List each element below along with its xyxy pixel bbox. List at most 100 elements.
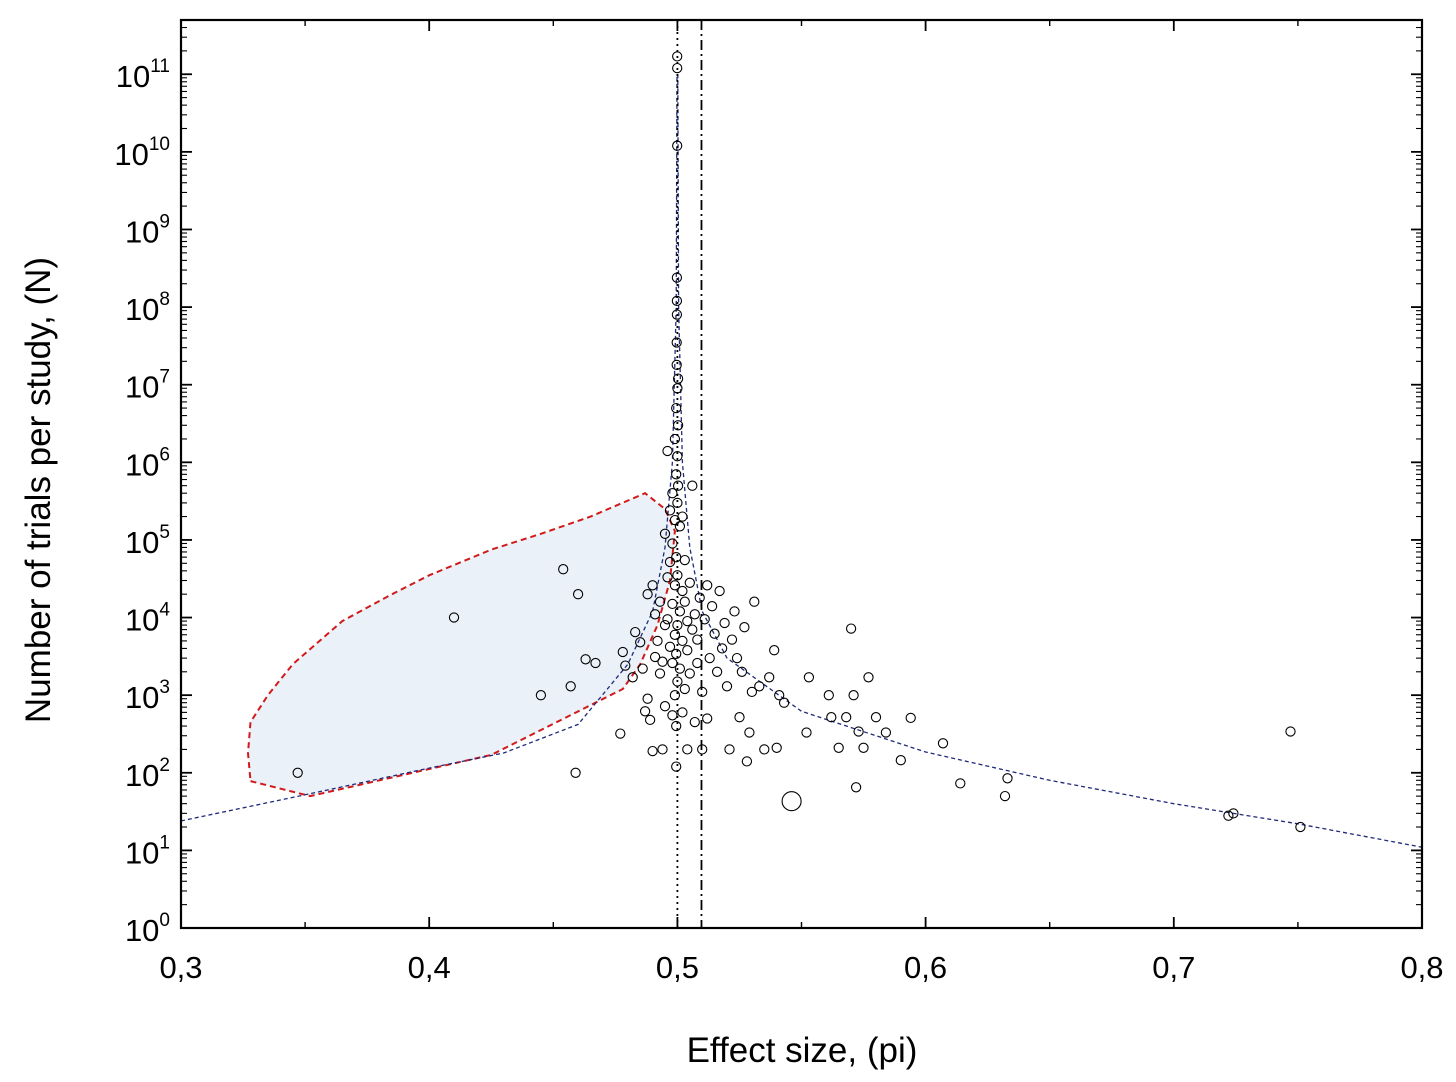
data-point (697, 686, 708, 698)
x-tick-label: 0,8 (1400, 950, 1443, 985)
data-point (535, 690, 547, 701)
data-point (687, 624, 698, 635)
data-point (880, 727, 892, 738)
data-point (565, 681, 576, 692)
data-point (590, 657, 601, 669)
data-point (659, 701, 671, 712)
data-point (706, 601, 718, 612)
data-point (771, 742, 782, 753)
data-point (671, 295, 683, 307)
data-point (642, 693, 653, 704)
x-tick-label: 0,4 (408, 950, 451, 985)
y-tick-label: 102 (125, 755, 170, 793)
data-point (667, 598, 678, 610)
data-point (702, 580, 713, 591)
data-point (669, 690, 681, 701)
data-point (644, 714, 656, 726)
funnel-curve-left (180, 74, 678, 822)
y-tick-labels: 100 101 102 103 104 105 106 107 108 109 1010 1011 (114, 56, 170, 948)
axes-frame (179, 18, 1424, 930)
data-point (657, 656, 668, 667)
y-tick-label: 107 (125, 367, 170, 405)
data-point (572, 589, 584, 600)
data-point (863, 672, 874, 683)
data-point (679, 554, 690, 566)
y-tick-label: 109 (125, 211, 170, 249)
data-point (689, 609, 700, 620)
data-point (671, 648, 682, 660)
data-point (620, 660, 631, 671)
data-point (1002, 773, 1013, 784)
y-tick-label: 104 (125, 600, 170, 638)
data-point (721, 681, 733, 692)
data-point (674, 663, 686, 674)
data-point (652, 635, 663, 647)
data-point (635, 637, 646, 648)
data-point (801, 727, 812, 738)
data-point (744, 727, 755, 738)
data-point (654, 668, 666, 679)
data-point (637, 663, 648, 674)
data-point (647, 580, 658, 591)
y-tick-label: 105 (125, 522, 170, 560)
data-point (659, 619, 671, 631)
data-point (672, 451, 683, 462)
reference-lines-layer (676, 20, 703, 928)
data-point (617, 646, 628, 658)
data-point (671, 272, 683, 283)
y-tick-label: 101 (125, 832, 170, 870)
funnel-curve-layer (180, 74, 1423, 848)
y-tick-label: 1011 (116, 56, 170, 94)
data-point (671, 337, 682, 348)
x-tick-label: 0,6 (904, 950, 947, 985)
data-point (667, 710, 678, 721)
data-points-layer (292, 51, 1306, 833)
data-point (667, 538, 678, 549)
data-point (731, 652, 743, 664)
x-tick-label: 0,5 (656, 950, 699, 985)
data-point (739, 622, 750, 633)
data-point (580, 654, 591, 665)
y-tick-label: 103 (125, 677, 170, 715)
data-point (749, 596, 760, 607)
data-point (677, 585, 688, 597)
data-point (684, 577, 695, 588)
data-point (848, 690, 859, 701)
data-point (826, 712, 837, 723)
data-point (741, 756, 753, 767)
data-point (729, 606, 740, 617)
data-point (853, 726, 864, 737)
data-point (672, 140, 683, 151)
data-point (654, 596, 666, 607)
data-point (850, 782, 862, 793)
data-point (774, 690, 785, 701)
data-point (448, 612, 460, 623)
data-point (679, 596, 690, 607)
data-point-large (781, 791, 802, 812)
x-tick-label: 0,7 (1152, 950, 1195, 985)
data-point (858, 742, 869, 753)
data-point (662, 572, 673, 583)
data-point (870, 712, 882, 723)
y-tick-label: 106 (125, 444, 170, 482)
data-point (677, 635, 688, 647)
data-point (937, 738, 949, 749)
data-point (955, 778, 966, 789)
data-point (615, 728, 626, 739)
data-point (662, 445, 673, 457)
data-point (1285, 726, 1296, 737)
data-point (672, 62, 683, 74)
data-point (726, 634, 738, 645)
data-point (702, 713, 713, 724)
data-point (647, 745, 658, 757)
data-point (674, 521, 686, 532)
data-point (687, 480, 698, 491)
data-point (682, 615, 693, 627)
y-tick-label: 1010 (114, 134, 170, 172)
y-axis-title: Number of trials per study, (N) (19, 257, 58, 723)
data-point (649, 651, 661, 663)
data-point (659, 528, 671, 539)
data-point (682, 645, 693, 656)
data-point (736, 666, 748, 677)
